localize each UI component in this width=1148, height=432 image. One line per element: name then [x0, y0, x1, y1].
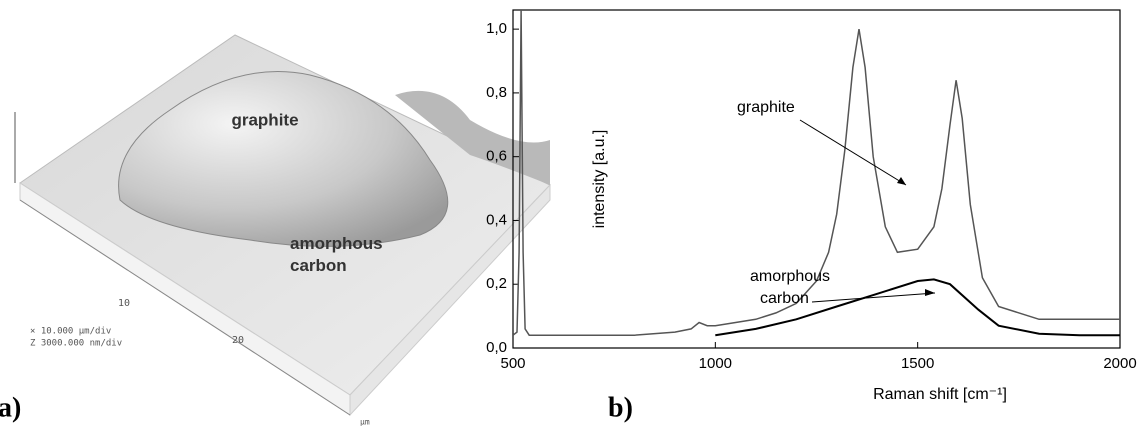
arrow-head: [925, 289, 935, 296]
y-tick-label: 0,8: [486, 84, 507, 101]
scale-note: Z 3000.000 nm/div: [30, 339, 122, 349]
y-tick-label: 0,4: [486, 211, 507, 228]
annotation-arrow: [811, 292, 936, 303]
axis-unit: µm: [360, 418, 370, 427]
annotation-arrow: [799, 119, 907, 186]
surface-label: graphite: [231, 110, 298, 129]
afm-surface: [14, 34, 551, 417]
x-tick-label: 500: [500, 355, 525, 372]
y-tick-label: 0,2: [486, 275, 507, 292]
panel-label: b): [608, 392, 633, 423]
x-axis-label: Raman shift [cm⁻¹]: [873, 386, 1007, 403]
plot-frame: [512, 9, 1121, 349]
series-line: [715, 278, 1120, 337]
series-label: graphite: [737, 99, 795, 116]
dome: [118, 71, 449, 247]
scale-note: × 10.000 µm/div: [30, 327, 111, 337]
x-tick-label: 2000: [1103, 355, 1136, 372]
y-tick-label: 0,6: [486, 148, 507, 165]
surface-label: amorphous carbon: [290, 234, 383, 275]
ridge: [395, 90, 550, 185]
y-axis-label: intensity [a.u.]: [591, 130, 608, 229]
axis-tick-label: 10: [118, 298, 130, 309]
surface-side: [349, 183, 551, 417]
series-label: amorphous carbon: [750, 268, 830, 307]
y-tick-label: 1,0: [486, 20, 507, 37]
series-line: [513, 10, 1120, 336]
arrow-head: [897, 177, 906, 185]
x-tick-label: 1500: [901, 355, 934, 372]
axis-tick-label: 20: [232, 335, 244, 346]
y-tick-label: 0,0: [486, 339, 507, 356]
x-tick-label: 1000: [699, 355, 732, 372]
x-axis: [19, 199, 351, 416]
panel-label: a): [0, 392, 21, 423]
